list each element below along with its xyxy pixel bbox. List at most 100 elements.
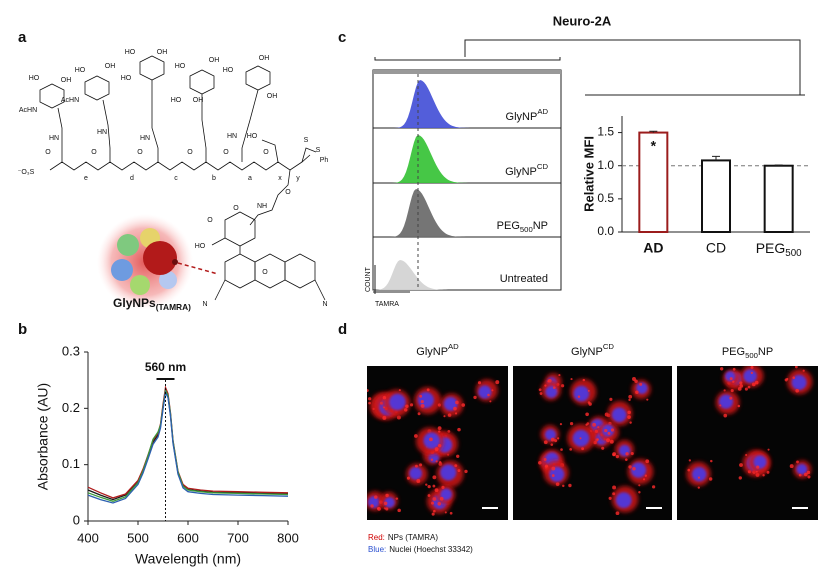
y-tick-label: 0.2 [62, 400, 80, 415]
np-dot [454, 464, 458, 468]
error-bar [774, 164, 783, 166]
np-dot [439, 460, 442, 464]
np-dot [606, 438, 610, 443]
np-dot [612, 452, 617, 457]
panel-letter: a [18, 29, 27, 46]
atom-label: OH [267, 93, 278, 100]
np-dot [420, 404, 425, 408]
histogram-label: GlyNPAD [506, 107, 549, 123]
atom-label: OH [193, 97, 204, 104]
np-dot [609, 439, 614, 444]
significance: * [651, 137, 657, 153]
atom-label: AcHN [61, 97, 79, 104]
np-dot [555, 482, 560, 487]
histogram-label-base: PEG [497, 220, 520, 232]
atom-label: HO [125, 49, 136, 56]
np-dot [368, 401, 371, 405]
x-tick-label: 600 [177, 530, 199, 545]
np-dot [383, 406, 386, 409]
np-dot [766, 470, 770, 474]
cell-nucleus [417, 392, 434, 409]
np-dot [464, 469, 468, 474]
image-title: GlyNPAD [416, 342, 459, 358]
np-dot [792, 376, 796, 380]
cell-nucleus [389, 393, 406, 411]
flow-histogram [376, 80, 470, 128]
x-axis-label: Wavelength (nm) [135, 551, 241, 567]
np-dot [737, 386, 742, 391]
np-dot [461, 403, 466, 407]
np-dot [645, 459, 650, 464]
flow-title: Neuro-2A [553, 13, 612, 28]
np-dot [427, 494, 431, 497]
np-dot [382, 415, 387, 420]
legend-entry: Blue: Nuclei (Hoechst 33342) [368, 545, 473, 554]
structure-label-sub: (TAMRA) [156, 302, 191, 312]
np-dot [414, 464, 418, 468]
np-dot [585, 412, 589, 417]
atom-label: OH [259, 55, 270, 62]
atom-label: AcHN [19, 107, 37, 114]
cell-nucleus [615, 492, 632, 509]
atom-label: x [278, 175, 282, 182]
error-bar [712, 155, 720, 161]
cell-nucleus [440, 464, 457, 481]
np-dot [569, 447, 573, 451]
np-dot [794, 366, 798, 369]
image-title: GlyNPCD [571, 342, 614, 358]
np-dot [539, 392, 543, 395]
x-tick-label: 700 [227, 530, 249, 545]
np-dot [454, 412, 458, 415]
atom-label: HO [247, 133, 258, 140]
atom-label: Ph [320, 157, 329, 164]
np-dot [732, 380, 735, 383]
histogram-label-tail: NP [533, 220, 548, 232]
flow-x-label: TAMRA [375, 301, 399, 308]
np-dot [615, 454, 620, 459]
image-title-sub: 500 [745, 351, 758, 360]
legend-key: Blue: [368, 545, 386, 554]
np-dot [570, 378, 573, 381]
np-dot [420, 400, 424, 404]
atom-label: OH [61, 77, 72, 84]
legend-text: NPs (TAMRA) [388, 533, 438, 542]
y-axis-label: Relative MFI [581, 136, 596, 212]
np-dot [495, 380, 500, 385]
np-dot [398, 389, 401, 392]
atom-label: O [187, 149, 193, 156]
np-dot [430, 458, 434, 462]
atom-label: OH [105, 63, 116, 70]
np-dot [802, 369, 805, 372]
np-dot [405, 404, 409, 409]
np-dot [754, 380, 759, 385]
atom-label: O [207, 217, 213, 224]
atom-label: O [137, 149, 143, 156]
np-dot [612, 492, 616, 496]
spectrum-line [87, 390, 289, 504]
nanoparticle [97, 214, 219, 310]
cell-nucleus [544, 429, 556, 441]
atom-label: HO [195, 243, 206, 250]
cell-nucleus [630, 462, 647, 478]
x-tick-label: 400 [77, 530, 99, 545]
np-dot [729, 377, 733, 381]
np-dot [744, 387, 748, 391]
panel-letter: c [338, 29, 346, 46]
np-dot [395, 497, 399, 500]
np-dot [409, 403, 414, 407]
np-dot [612, 485, 617, 490]
np-dot [745, 453, 748, 457]
np-dot [803, 472, 808, 477]
np-dot [632, 467, 636, 471]
histogram-label: Untreated [500, 273, 548, 285]
np-dot [697, 486, 700, 489]
np-dot [624, 458, 628, 461]
np-dot [367, 397, 372, 401]
np-dot [560, 448, 563, 451]
atom-label: HN [49, 135, 59, 142]
atom-label: O [91, 149, 97, 156]
atom-label: HO [29, 75, 40, 82]
np-dot [427, 484, 431, 489]
np-dot [750, 371, 753, 375]
